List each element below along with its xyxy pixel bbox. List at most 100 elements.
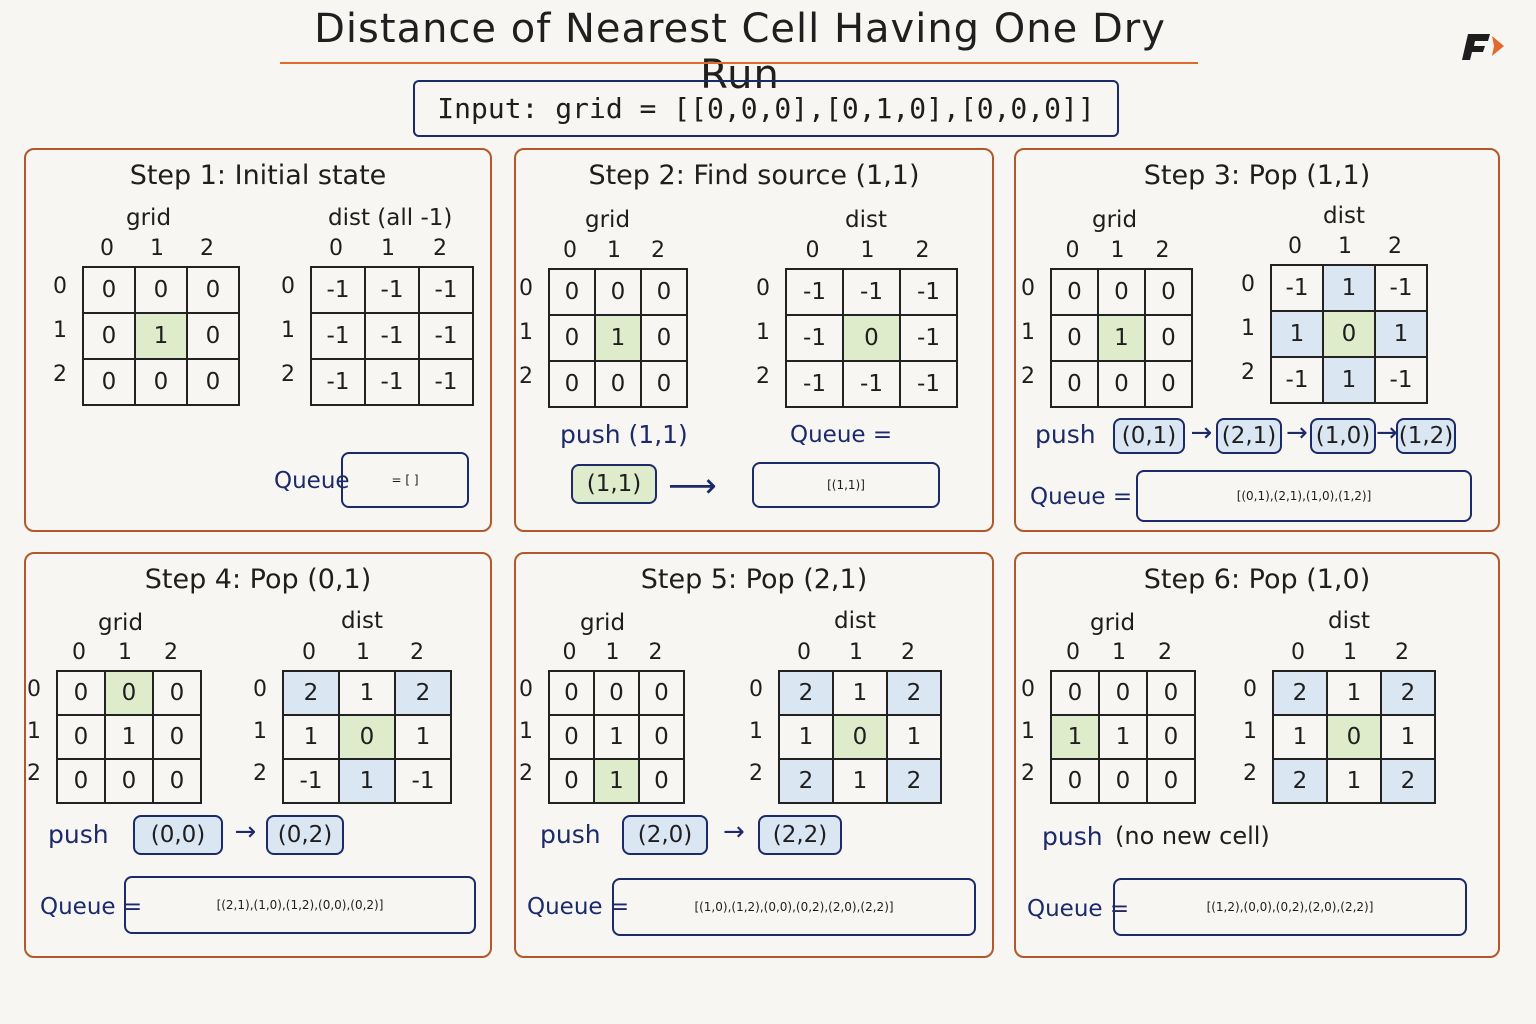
- dist-col-index: 0: [329, 236, 343, 261]
- grid-cell: 0: [186, 358, 240, 406]
- dist-cell: 1: [886, 714, 942, 760]
- dist-cell: -1: [364, 358, 420, 406]
- grid-row-index: 2: [53, 362, 67, 387]
- grid-row-index: 0: [53, 274, 67, 299]
- grid-row-index: 2: [27, 761, 41, 786]
- grid-cell: 0: [548, 268, 596, 316]
- input-box: Input: grid = [[0,0,0],[0,1,0],[0,0,0]]: [413, 80, 1119, 137]
- dist-label: dist: [341, 608, 383, 634]
- dist-label: dist: [834, 608, 876, 634]
- dist-cell: -1: [1374, 356, 1428, 404]
- grid-row-index: 0: [519, 677, 533, 702]
- dist-col-index: 0: [797, 640, 811, 665]
- queue-cell-chip: (1,0): [1310, 418, 1376, 454]
- queue-cell-chip: (1,1): [571, 464, 657, 504]
- grid-cell: 0: [593, 670, 640, 716]
- grid-cell: 0: [548, 314, 596, 362]
- grid-col-index: 0: [1065, 238, 1080, 263]
- dist-row-index: 2: [756, 364, 770, 389]
- grid-cell: 1: [1098, 714, 1148, 760]
- queue-cell-chip: (2,2): [758, 815, 842, 855]
- dist-cell: -1: [899, 268, 958, 316]
- grid-cell: 0: [594, 360, 642, 408]
- grid-cell: 1: [594, 314, 642, 362]
- step-panel: Step 6: Pop (1,0): [1014, 552, 1500, 958]
- grid-cell: 0: [152, 714, 202, 760]
- grid-cell: 0: [134, 358, 188, 406]
- dist-col-index: 0: [1291, 640, 1305, 665]
- dist-cell: 1: [1322, 264, 1376, 312]
- grid-col-index: 1: [1110, 238, 1125, 263]
- queue-box: = [ ]: [341, 452, 469, 508]
- dist-row-index: 1: [281, 318, 295, 343]
- dist-row-index: 2: [1243, 761, 1257, 786]
- dist-cell: 2: [282, 670, 340, 716]
- queue-label: Queue =: [1030, 484, 1133, 510]
- dist-row-index: 0: [253, 677, 267, 702]
- dist-cell: -1: [418, 312, 474, 360]
- dist-cell: 1: [778, 714, 834, 760]
- grid-cell: 0: [1097, 268, 1146, 316]
- queue-cell-chip: (0,2): [266, 815, 344, 855]
- dist-cell: -1: [1270, 264, 1324, 312]
- grid-label: grid: [126, 205, 172, 231]
- step-title: Step 2: Find source (1,1): [588, 160, 920, 191]
- dist-row-index: 1: [1243, 719, 1257, 744]
- dist-col-index: 2: [410, 640, 424, 665]
- grid-cell: 0: [548, 758, 595, 804]
- dist-cell: -1: [785, 360, 844, 408]
- grid-row-index: 0: [1021, 276, 1035, 301]
- push-label: push (1,1): [560, 420, 688, 449]
- grid-cell: 0: [1144, 314, 1193, 362]
- grid-cell: 0: [548, 360, 596, 408]
- grid-cell: 0: [594, 268, 642, 316]
- queue-label: Queue: [274, 468, 350, 494]
- step-title: Step 5: Pop (2,1): [640, 564, 868, 595]
- grid-col-index: 2: [200, 236, 214, 261]
- dist-cell: 1: [1326, 758, 1382, 804]
- dist-cell: 1: [1322, 356, 1376, 404]
- dist-cell: 0: [1322, 310, 1376, 358]
- grid-cell: 0: [82, 358, 136, 406]
- dist-cell: 2: [886, 758, 942, 804]
- grid-col-index: 1: [1112, 640, 1126, 665]
- dist-row-index: 2: [281, 362, 295, 387]
- grid-label: grid: [98, 610, 144, 636]
- grid-cell: 0: [638, 758, 685, 804]
- arrow-right-icon: ⟶: [668, 466, 717, 506]
- queue-box: [(1,2),(0,0),(0,2),(2,0),(2,2)]: [1113, 878, 1467, 936]
- dist-cell: 1: [1272, 714, 1328, 760]
- grid-row-index: 1: [1021, 320, 1035, 345]
- dist-col-index: 1: [356, 640, 370, 665]
- grid-cell: 0: [104, 758, 154, 804]
- grid-row-index: 2: [1021, 761, 1035, 786]
- dist-row-index: 1: [756, 320, 770, 345]
- grid-cell: 0: [1146, 758, 1196, 804]
- grid-row-index: 2: [519, 364, 533, 389]
- grid-cell: 0: [640, 268, 688, 316]
- grid-col-index: 0: [72, 640, 86, 665]
- dist-cell: 1: [338, 670, 396, 716]
- dist-col-index: 2: [433, 236, 447, 261]
- dist-cell: -1: [785, 268, 844, 316]
- dist-cell: 2: [778, 758, 834, 804]
- dist-label: dist: [845, 207, 887, 233]
- dist-col-index: 0: [805, 238, 820, 263]
- grid-col-index: 1: [118, 640, 132, 665]
- grid-cell: 1: [593, 758, 640, 804]
- dist-col-index: 2: [1395, 640, 1409, 665]
- grid-row-index: 1: [519, 320, 533, 345]
- step-title: Step 6: Pop (1,0): [1143, 564, 1371, 595]
- queue-label: Queue =: [1027, 896, 1130, 922]
- grid-col-index: 1: [605, 640, 620, 665]
- grid-row-index: 0: [1021, 677, 1035, 702]
- page-title: Distance of Nearest Cell Having One Dry …: [314, 6, 1166, 98]
- arrow-right-icon: →: [1286, 418, 1308, 448]
- push-label: push: [1035, 420, 1096, 449]
- grid-row-index: 1: [53, 318, 67, 343]
- dist-col-index: 0: [1288, 234, 1302, 259]
- grid-cell: 0: [1050, 758, 1100, 804]
